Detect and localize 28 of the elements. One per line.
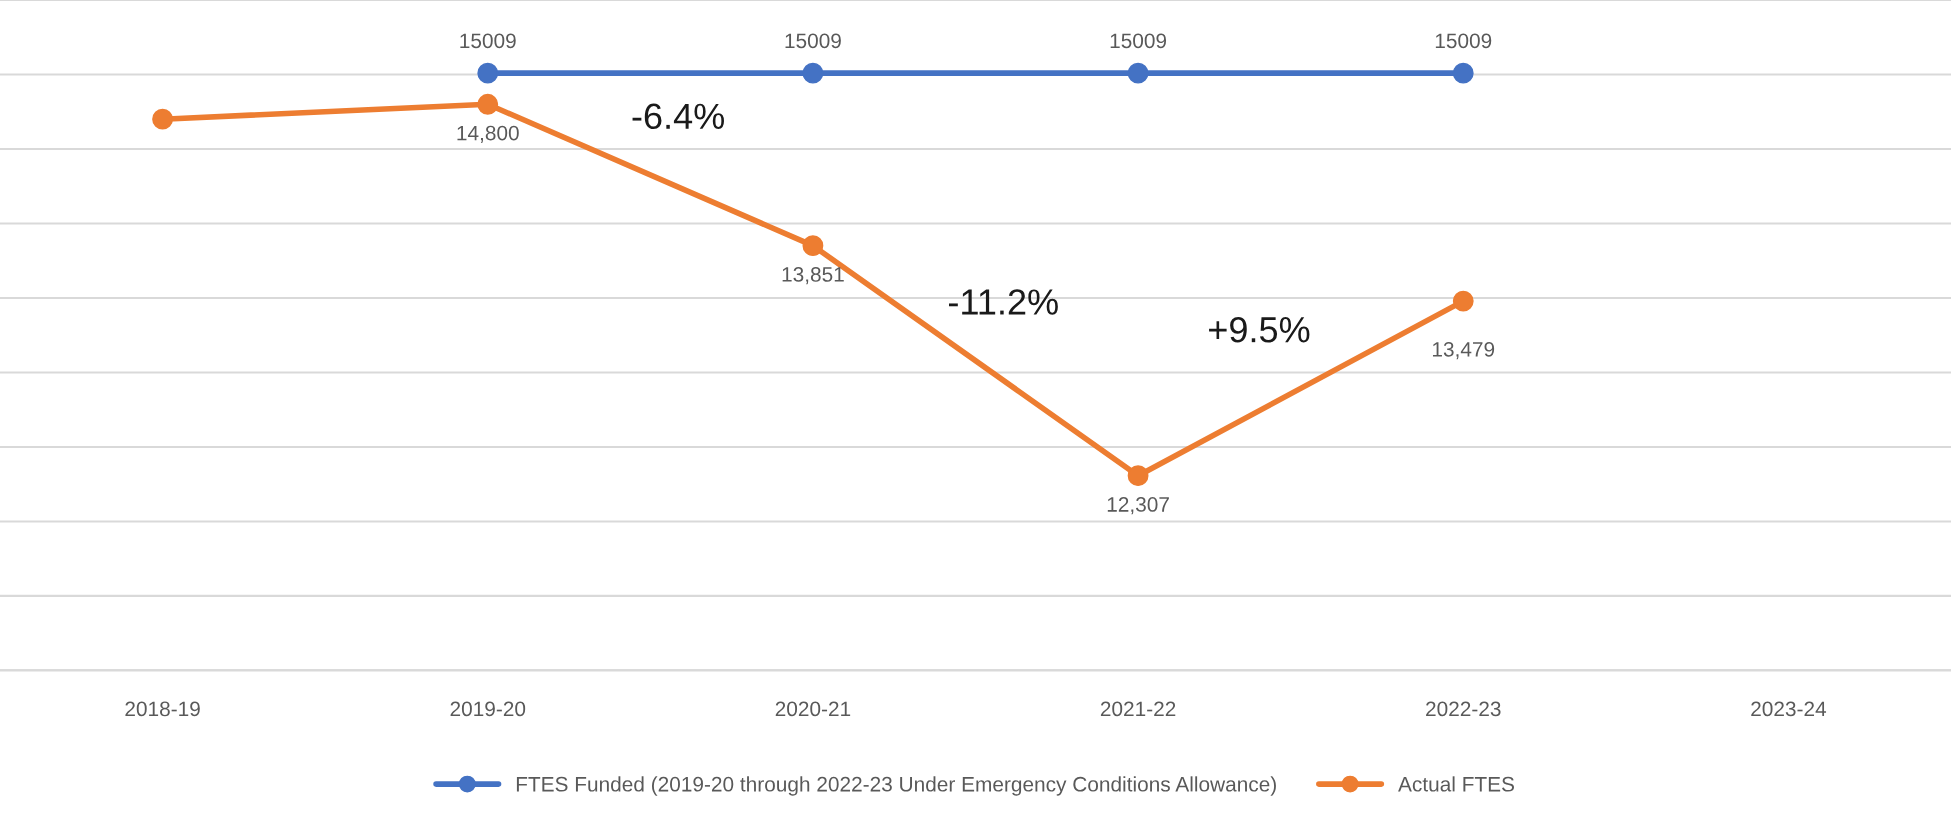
annotation: -6.4% (632, 103, 724, 130)
point (1127, 62, 1149, 84)
point (1127, 465, 1149, 487)
x-tick-label: 2019-20 (450, 701, 526, 717)
annotation: +9.5% (1209, 316, 1310, 343)
data-label: 13,479 (1432, 341, 1495, 360)
data-label: 15009 (785, 33, 841, 49)
point (802, 235, 824, 257)
point (1452, 290, 1474, 312)
legend-label: FTES Funded (2019-20 through 2022-23 Under Emergency Conditions Allowance) (516, 776, 1276, 796)
data-label: 15009 (1435, 33, 1492, 49)
data-label: 15009 (460, 33, 516, 49)
point (1452, 62, 1474, 84)
annotation: -11.2% (949, 289, 1058, 315)
x-tick-label: 2022-23 (1426, 701, 1501, 717)
x-tick-label: 2020-21 (775, 701, 851, 717)
point (152, 108, 174, 130)
x-tick-label: 2021-22 (1100, 701, 1176, 717)
x-tick-label: 2023-24 (1751, 701, 1827, 717)
point (802, 62, 824, 84)
data-label: 12,307 (1107, 497, 1169, 515)
legend-label: Actual FTES (1398, 776, 1514, 792)
data-label: 14,800 (457, 125, 519, 143)
data-label: 15009 (1110, 33, 1167, 49)
point (477, 93, 499, 115)
data-label: 13,851 (782, 267, 844, 285)
point (477, 62, 499, 84)
x-tick-label: 2018-19 (125, 701, 200, 717)
